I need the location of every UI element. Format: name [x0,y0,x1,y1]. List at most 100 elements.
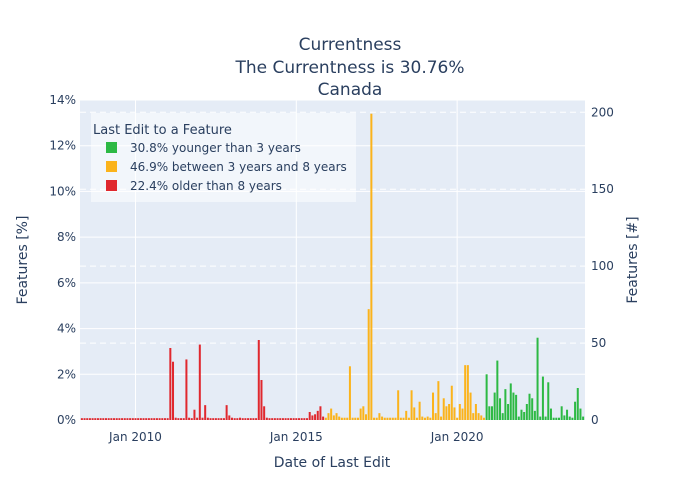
bar[interactable] [96,418,99,420]
bar[interactable] [445,406,448,420]
bar[interactable] [273,418,276,420]
bar[interactable] [354,417,357,420]
bar[interactable] [121,418,124,420]
bar[interactable] [263,406,266,420]
bar[interactable] [107,418,110,420]
bar[interactable] [539,416,542,420]
bar[interactable] [555,417,558,420]
bar[interactable] [576,388,579,420]
bar[interactable] [88,418,91,420]
bar[interactable] [568,416,571,420]
bar[interactable] [102,418,105,420]
bar[interactable] [413,407,416,420]
bar[interactable] [260,380,263,420]
bar[interactable] [86,418,89,420]
bar[interactable] [204,405,207,420]
bar[interactable] [381,416,384,420]
bar[interactable] [110,418,113,420]
bar[interactable] [222,418,225,420]
bar[interactable] [426,416,429,420]
bar[interactable] [295,418,298,420]
bar[interactable] [531,398,534,420]
bar[interactable] [504,389,507,420]
bar[interactable] [172,361,175,420]
bar[interactable] [410,390,413,420]
bar[interactable] [523,412,526,420]
bar[interactable] [507,404,510,420]
bar[interactable] [512,392,515,420]
bar[interactable] [458,404,461,420]
bar[interactable] [252,418,255,420]
bar[interactable] [351,417,354,420]
bar[interactable] [488,406,491,420]
bar[interactable] [348,366,351,420]
bar[interactable] [389,417,392,420]
bar[interactable] [281,418,284,420]
bar[interactable] [405,410,408,420]
bar[interactable] [153,418,156,420]
bar[interactable] [115,418,118,420]
bar[interactable] [490,406,493,420]
bar[interactable] [105,418,108,420]
bar[interactable] [525,404,528,420]
bar[interactable] [308,412,311,420]
bar[interactable] [373,417,376,420]
bar[interactable] [434,413,437,420]
bar[interactable] [306,418,309,420]
bar[interactable] [217,418,220,420]
bar[interactable] [515,394,518,420]
bar[interactable] [182,418,185,420]
bar[interactable] [324,417,327,420]
bar[interactable] [359,408,362,420]
bar[interactable] [437,381,440,420]
bar[interactable] [284,418,287,420]
bar[interactable] [383,417,386,420]
bar[interactable] [163,418,166,420]
bar[interactable] [386,417,389,420]
legend-label-younger[interactable]: 30.8% younger than 3 years [130,141,301,155]
bar[interactable] [297,418,300,420]
bar[interactable] [574,401,577,420]
bar[interactable] [571,417,574,420]
bar[interactable] [169,348,172,420]
bar[interactable] [536,337,539,420]
bar[interactable] [453,407,456,420]
bar[interactable] [332,415,335,420]
bar[interactable] [330,408,333,420]
bar[interactable] [343,417,346,420]
bar[interactable] [166,418,169,420]
bar[interactable] [423,417,426,420]
bar[interactable] [520,409,523,420]
bar[interactable] [155,418,158,420]
bar[interactable] [228,415,231,420]
bar[interactable] [239,417,242,420]
bar[interactable] [421,416,424,420]
bar[interactable] [485,374,488,420]
bar[interactable] [322,416,325,420]
bar[interactable] [365,414,368,420]
bar[interactable] [129,418,132,420]
bar[interactable] [314,414,317,420]
bar[interactable] [517,416,520,420]
bar[interactable] [268,418,271,420]
bar[interactable] [212,418,215,420]
bar[interactable] [209,418,212,420]
bar[interactable] [544,416,547,420]
bar[interactable] [196,417,199,420]
bar[interactable] [99,418,102,420]
bar[interactable] [134,418,137,420]
bar[interactable] [464,365,467,420]
bar[interactable] [480,415,483,420]
bar[interactable] [188,417,191,420]
bar[interactable] [137,418,140,420]
bar[interactable] [91,418,94,420]
bar[interactable] [469,392,472,420]
bar[interactable] [147,418,150,420]
bar[interactable] [174,417,177,420]
bar[interactable] [407,417,410,420]
bar[interactable] [287,418,290,420]
bar[interactable] [547,382,550,420]
bar[interactable] [367,309,370,420]
bar[interactable] [356,417,359,420]
bar[interactable] [123,418,126,420]
